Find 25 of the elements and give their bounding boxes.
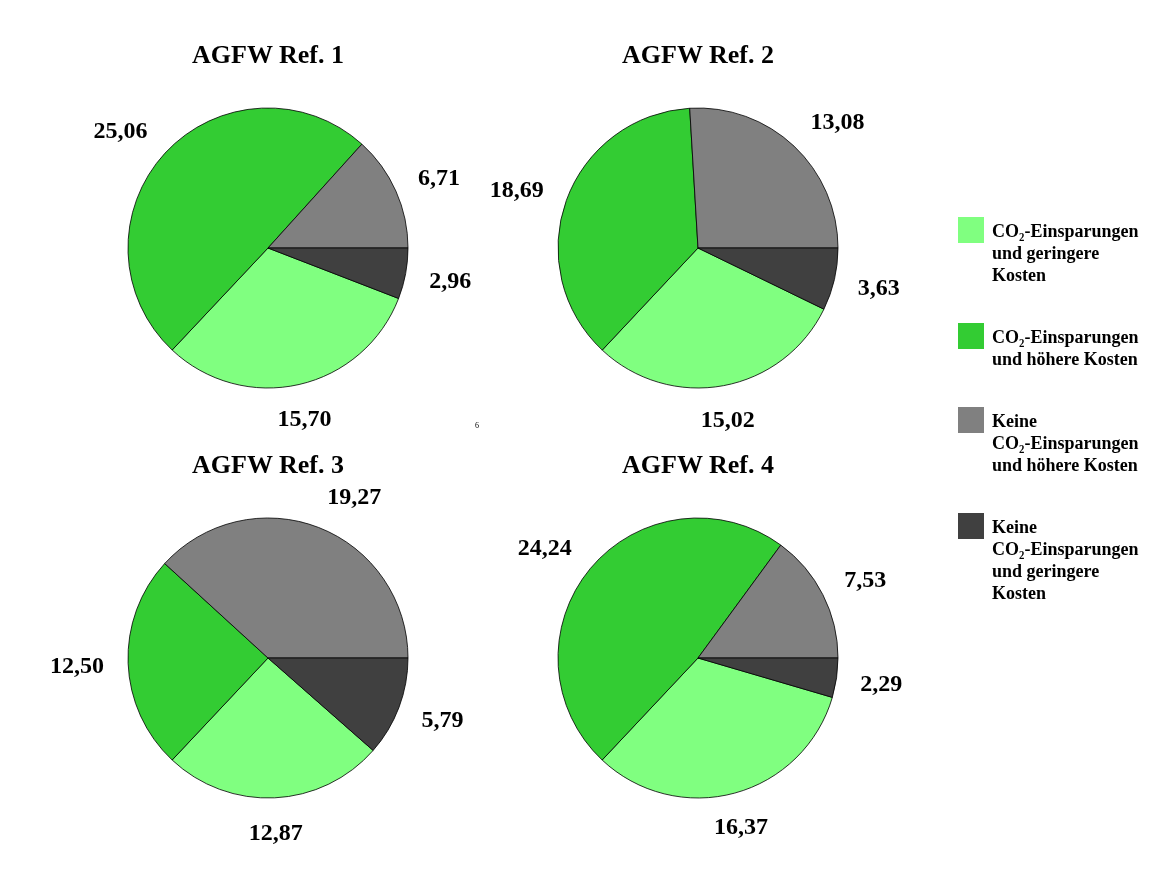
data-label: 12,87	[248, 818, 303, 845]
data-label: 12,50	[50, 651, 105, 678]
data-label: 19,27	[327, 482, 382, 509]
data-label: 2,29	[860, 669, 903, 696]
chart-title: AGFW Ref. 1	[192, 40, 344, 69]
data-label: 2,96	[429, 266, 472, 293]
data-label: 25,06	[93, 117, 148, 144]
legend-label: CO₂-Einsparungen und geringere Kosten	[992, 221, 1139, 285]
data-label: 3,63	[857, 274, 900, 301]
data-label: 15,02	[700, 406, 755, 433]
data-label: 18,69	[489, 175, 544, 202]
data-label: 24,24	[517, 533, 572, 560]
legend-label: Keine CO₂-Einsparungen und höhere Kosten	[992, 411, 1139, 475]
text: 6	[475, 421, 479, 430]
data-label: 15,70	[277, 404, 332, 431]
chart-title: AGFW Ref. 3	[192, 450, 344, 479]
legend-label: Keine CO₂-Einsparungen und geringere Kosten	[992, 517, 1139, 603]
legend-label: CO₂-Einsparungen und höhere Kosten	[992, 327, 1139, 369]
data-label: 5,79	[421, 706, 464, 733]
chart-title: AGFW Ref. 4	[622, 450, 774, 479]
data-label: 7,53	[844, 566, 887, 593]
chart-title: AGFW Ref. 2	[622, 40, 774, 69]
data-label: 13,08	[810, 108, 865, 135]
data-label: 6,71	[417, 164, 460, 191]
data-label: 16,37	[714, 812, 769, 839]
